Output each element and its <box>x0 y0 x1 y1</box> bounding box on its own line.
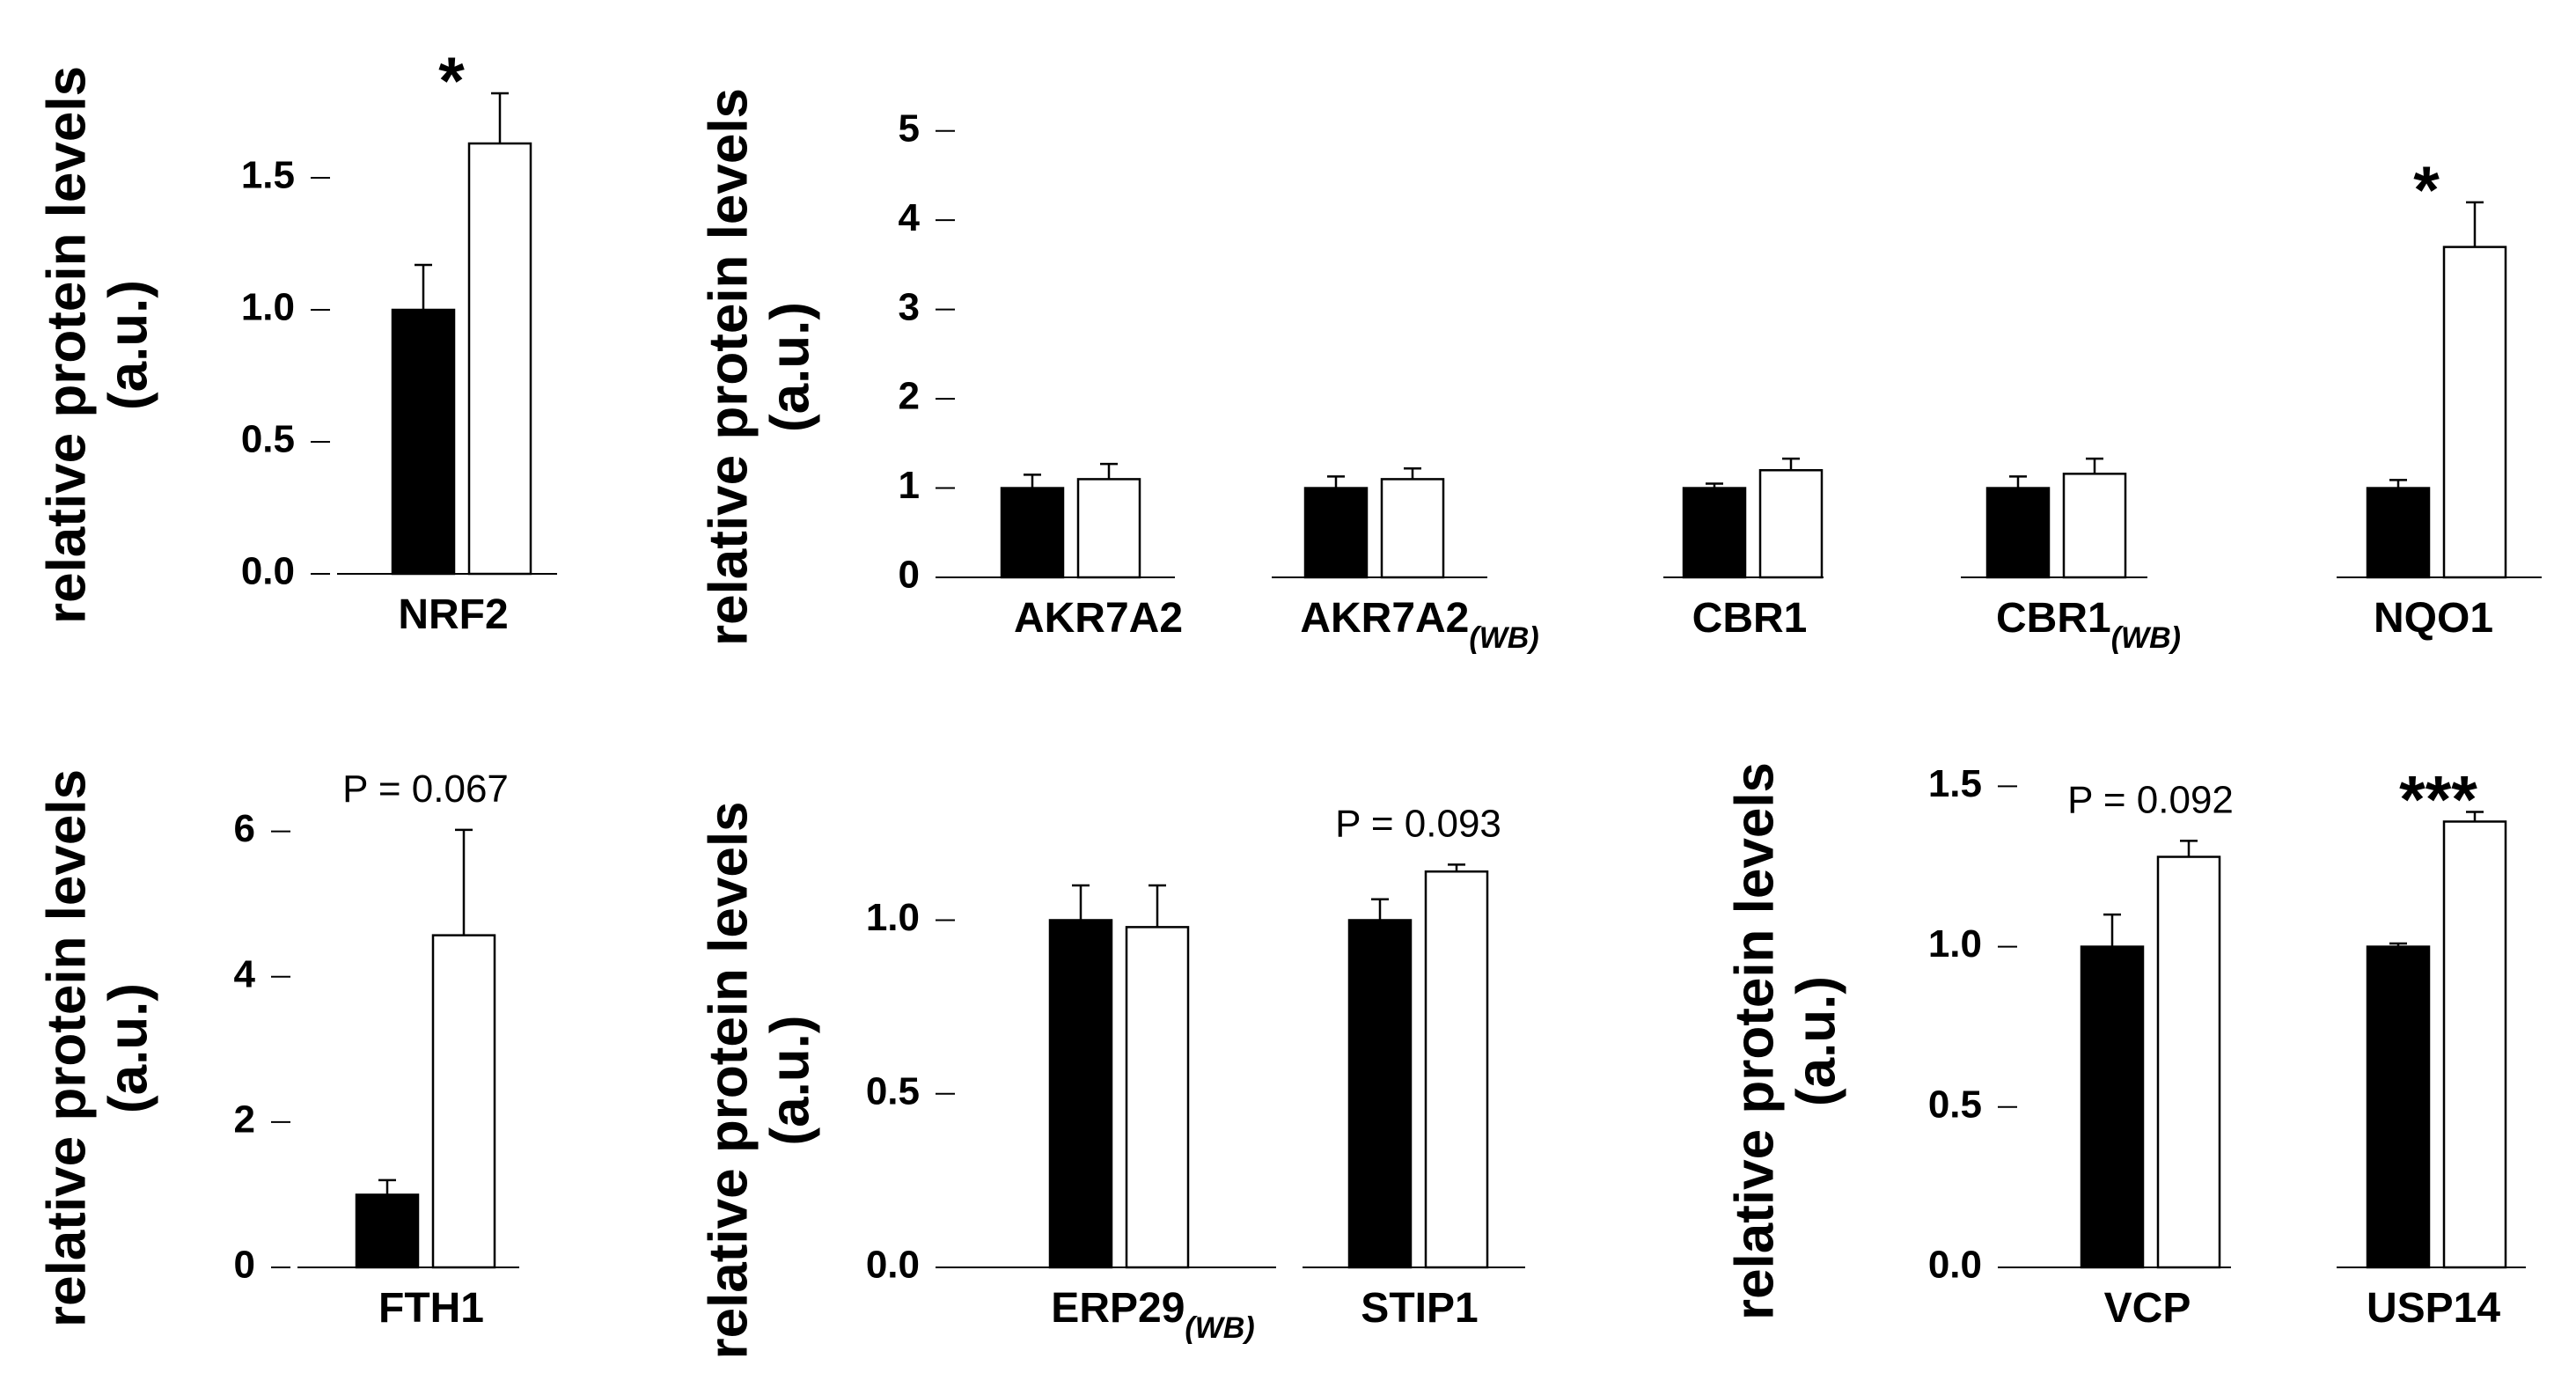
bar-control <box>2080 945 2145 1269</box>
significance-stars: * <box>438 44 465 119</box>
y-tick-label: 1.5 <box>241 154 295 197</box>
y-tick-label: 6 <box>234 807 255 850</box>
significance-stars: *** <box>2399 763 2477 838</box>
bar-treated <box>1125 926 1190 1269</box>
bar-treated <box>2442 820 2507 1269</box>
category-label: AKR7A2(WB) <box>1300 595 1538 655</box>
y-tick-label: 0.5 <box>1928 1083 1982 1126</box>
category-label: CBR1(WB) <box>1996 595 2181 655</box>
y-axis-label: relative protein levels <box>36 66 97 624</box>
y-tick-label: 1.0 <box>866 896 920 939</box>
bar-treated <box>2156 855 2221 1269</box>
y-tick-label: 1.0 <box>241 286 295 329</box>
y-tick-label: 2 <box>899 375 920 418</box>
category-label: AKR7A2 <box>1014 595 1183 642</box>
y-tick-label: 1.5 <box>1928 762 1982 805</box>
bar-control <box>1000 487 1065 579</box>
bar-treated <box>2442 246 2507 579</box>
chart-panel-4: relative protein levels (a.u.) 0.0 0.5 1.0 ER… <box>698 801 1525 1360</box>
y-tick-label: 1 <box>899 464 920 507</box>
bar-treated <box>1424 870 1489 1269</box>
chart-panel-1: relative protein levels (a.u.) 0.0 0.5 1.0 1.… <box>36 44 557 638</box>
bar-treated <box>2062 473 2127 579</box>
p-value-annotation: P = 0.093 <box>1335 802 1501 845</box>
category-label: FTH1 <box>378 1285 484 1332</box>
category-label: VCP <box>2104 1285 2191 1332</box>
chart-panel-3: relative protein levels (a.u.) 0 2 4 6 FTH1 P =… <box>36 767 519 1332</box>
bar-control <box>391 308 456 576</box>
y-tick-label: 0 <box>234 1244 255 1287</box>
bar-control <box>1682 487 1747 579</box>
y-tick-label: 4 <box>899 196 921 239</box>
y-axis-unit-label: (a.u.) <box>760 302 820 432</box>
bar-treated <box>1758 469 1824 579</box>
y-tick-label: 1.0 <box>1928 922 1982 966</box>
y-tick-label: 0.5 <box>241 418 295 461</box>
category-label: CBR1 <box>1692 595 1808 642</box>
bar-control <box>355 1193 420 1269</box>
chart-panel-5: relative protein levels (a.u.) 0.0 0.5 1.0 1.… <box>1724 762 2526 1332</box>
bar-control <box>2366 487 2431 579</box>
y-axis-unit-label: (a.u.) <box>98 983 158 1113</box>
y-axis-unit-label: (a.u.) <box>760 1015 820 1145</box>
chart-panel-2: relative protein levels (a.u.) 0 1 2 3 4 5 AKR7A… <box>698 88 2542 655</box>
bar-control <box>1985 487 2051 579</box>
y-tick-label: 0.0 <box>241 550 295 593</box>
y-tick-label: 0.0 <box>866 1244 920 1287</box>
y-axis-unit-label: (a.u.) <box>1786 976 1846 1106</box>
category-label: ERP29(WB) <box>1051 1285 1254 1345</box>
y-tick-label: 0 <box>899 554 920 597</box>
category-label: NQO1 <box>2374 595 2493 642</box>
bar-control <box>1048 919 1113 1269</box>
p-value-annotation: P = 0.092 <box>2067 778 2234 821</box>
y-tick-label: 5 <box>899 106 920 150</box>
bar-treated <box>1076 478 1141 579</box>
significance-stars: * <box>2413 153 2440 228</box>
bar-treated <box>431 934 496 1269</box>
category-label: STIP1 <box>1361 1285 1478 1332</box>
y-axis-label: relative protein levels <box>1724 762 1785 1320</box>
y-axis-label: relative protein levels <box>698 88 759 646</box>
y-axis-label: relative protein levels <box>698 801 759 1359</box>
category-label: NRF2 <box>398 591 508 638</box>
y-axis-unit-label: (a.u.) <box>98 280 158 410</box>
y-tick-label: 2 <box>234 1098 255 1141</box>
y-axis-label: relative protein levels <box>36 769 97 1327</box>
category-label: USP14 <box>2367 1285 2500 1332</box>
bar-control <box>1303 487 1369 579</box>
y-tick-label: 0.5 <box>866 1069 920 1112</box>
bar-control <box>1347 919 1413 1269</box>
bar-treated <box>1380 478 1445 579</box>
y-tick-label: 4 <box>234 952 256 995</box>
bar-control <box>2366 945 2431 1269</box>
bar-treated <box>467 142 532 576</box>
p-value-annotation: P = 0.067 <box>342 767 509 811</box>
y-tick-label: 3 <box>899 285 920 328</box>
y-tick-label: 0.0 <box>1928 1244 1982 1287</box>
